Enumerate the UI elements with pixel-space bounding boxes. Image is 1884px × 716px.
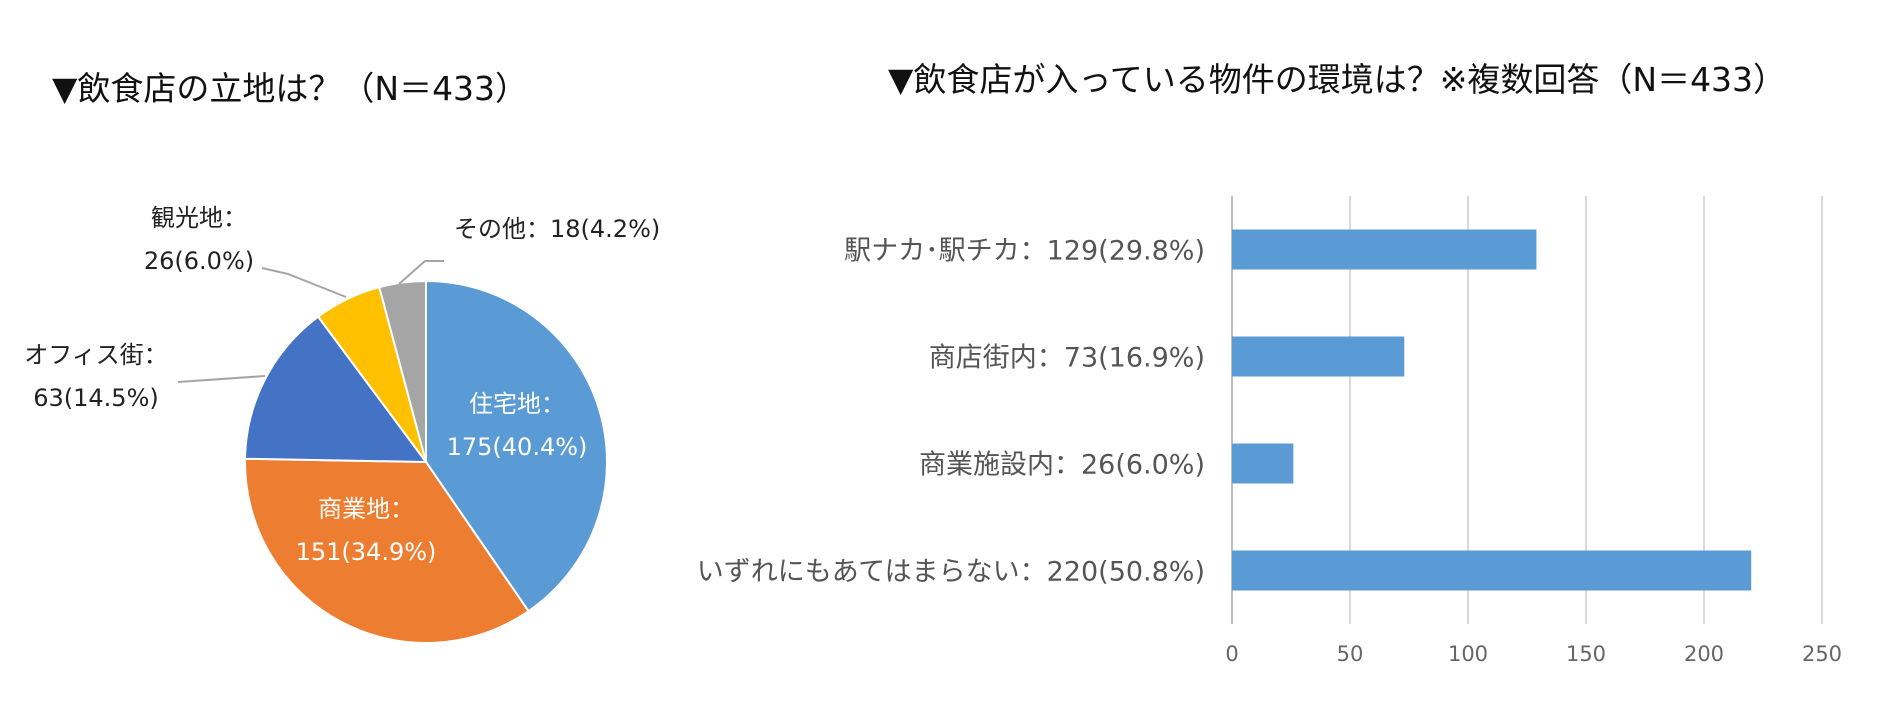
bar-category-label: 商業施設内：26(6.0%) [919,450,1205,481]
bar-category-label: いずれにもあてはまらない：220(50.8%) [697,557,1205,588]
bar-0 [1232,229,1537,270]
x-tick-label: 250 [1802,642,1842,666]
pie-slice-2 [244,315,429,464]
bar-2 [1232,443,1294,484]
bar-chart-title: ▼飲食店が入っている物件の環境は？※複数回答（N＝433） [888,60,1786,99]
pie-label-other: その他：18(4.2%) [454,215,660,243]
pie-label-office: オフィス街： 63(14.5%) [24,341,168,412]
leader-line-tourist [261,267,347,298]
x-tick-label: 200 [1684,642,1724,666]
bar-chart: 0 50 100 150 200 250 駅ナカ･駅チカ：129(29.8%) 商店街内：73… [697,196,1842,666]
pie-label-tourist: 観光地： 26(6.0%) [144,204,254,275]
x-tick-label: 100 [1448,642,1488,666]
pie-chart: 住宅地： 175(40.4%)商業地： 151(34.9%) オフィス街： 63(14.… [24,204,660,644]
pie-label-residential: 住宅地： 175(40.4%) [447,390,588,461]
pie-slice-1 [244,457,530,644]
pie-slice-4 [378,279,427,463]
x-tick-label: 50 [1337,642,1364,666]
pie-slice-0 [425,279,608,613]
pie-chart-title: ▼飲食店の立地は？（N＝433） [52,69,528,108]
bar-1 [1232,336,1405,377]
x-tick-label: 150 [1566,642,1606,666]
bar-3 [1232,550,1752,591]
leader-line-other [398,260,444,285]
bar-category-label: 商店街内：73(16.9%) [929,343,1205,374]
x-tick-label: 0 [1225,642,1238,666]
pie-label-commercial: 商業地： 151(34.9%) [296,495,437,566]
bar-category-label: 駅ナカ･駅チカ：129(29.8%) [844,236,1205,267]
leader-line-office [177,375,266,383]
